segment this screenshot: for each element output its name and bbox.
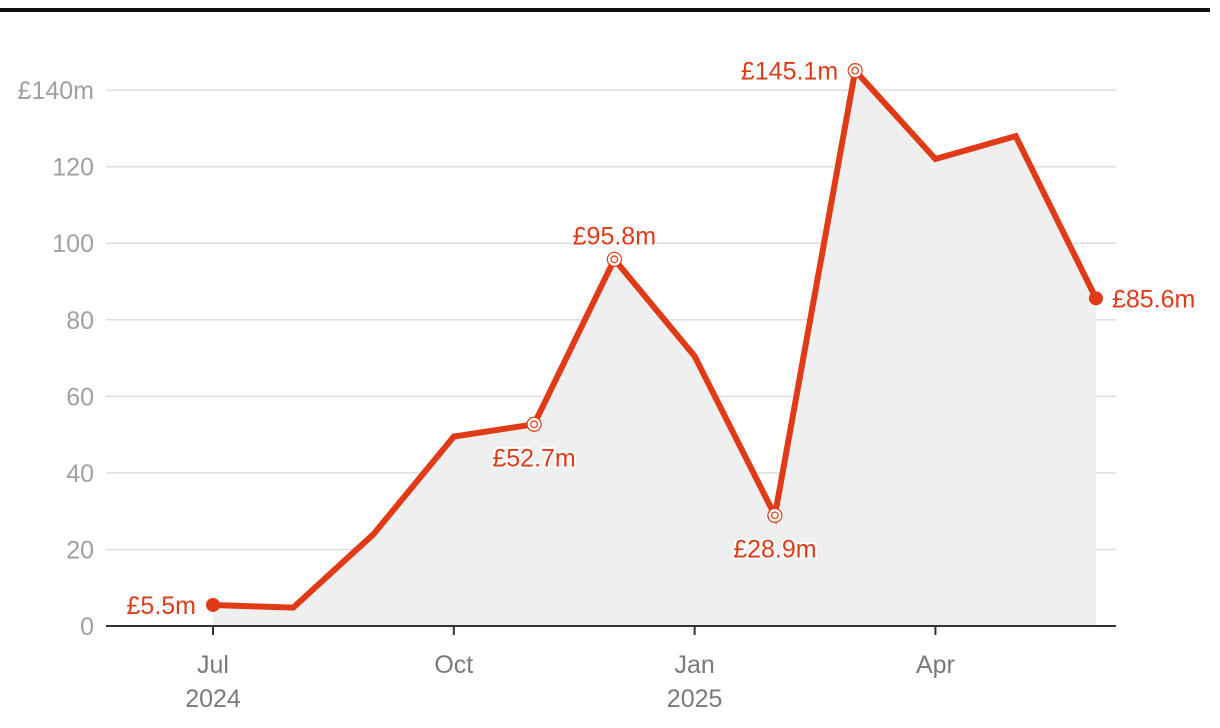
annotation-marker [847, 63, 863, 79]
data-label: £145.1m [741, 58, 838, 86]
data-label: £85.6m [1112, 285, 1195, 313]
annotation-marker [767, 507, 783, 523]
y-tick-label: 40 [66, 460, 94, 488]
annotation-marker [1088, 291, 1103, 306]
y-tick-label: 120 [52, 154, 94, 182]
x-tick-year-label: 2025 [667, 685, 723, 713]
data-label: £28.9m [733, 535, 816, 563]
y-tick-label: 100 [52, 230, 94, 258]
x-tick-label: Oct [434, 651, 473, 679]
y-tick-label: 0 [80, 613, 94, 641]
x-tick-label: Jul [197, 651, 229, 679]
annotation-marker-core [610, 255, 619, 264]
y-tick-label: 80 [66, 307, 94, 335]
top-rule [0, 8, 1210, 12]
y-tick-label: 20 [66, 536, 94, 564]
x-tick-year-label: 2024 [185, 685, 241, 713]
annotation-marker-core [851, 66, 860, 75]
annotation-marker [206, 597, 220, 612]
data-label: £52.7m [492, 444, 575, 472]
y-tick-label: 60 [66, 383, 94, 411]
y-tick-label: £140m [18, 77, 94, 105]
x-tick-label: Apr [916, 651, 955, 679]
annotation-marker-core [770, 511, 779, 520]
x-tick-label: Jan [674, 651, 714, 679]
data-label: £5.5m [127, 592, 196, 620]
series-line [210, 64, 1099, 611]
annotation-marker-core [530, 420, 538, 429]
data-label: £95.8m [573, 222, 656, 250]
series-area [213, 70, 1096, 626]
annotation-marker [526, 416, 542, 432]
annotation-marker [606, 251, 622, 267]
